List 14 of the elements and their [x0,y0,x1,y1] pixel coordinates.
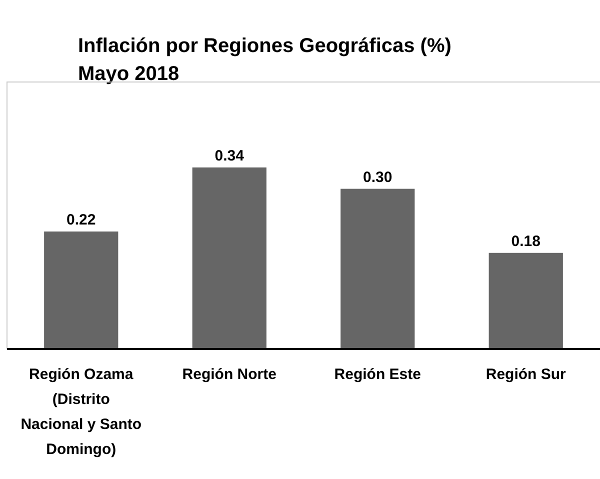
x-tick-label: Región Ozama (Distrito Nacional y Santo Domingo) [20,366,142,458]
data-label: 0.22 [66,212,96,229]
x-tick-label: Región Norte [182,366,276,383]
bar [44,232,118,349]
data-label: 0.34 [214,147,245,164]
bar [488,252,563,349]
bar [192,167,266,349]
bar [340,188,415,349]
x-tick-label: Región Sur [486,366,566,383]
chart-title: Inflación por Regiones Geográficas (%) [78,35,452,57]
chart-subtitle: Mayo 2018 [78,63,180,85]
data-label: 0.30 [363,168,392,186]
data-label: 0.18 [511,232,540,250]
x-tick-label: Región Este [334,366,421,383]
